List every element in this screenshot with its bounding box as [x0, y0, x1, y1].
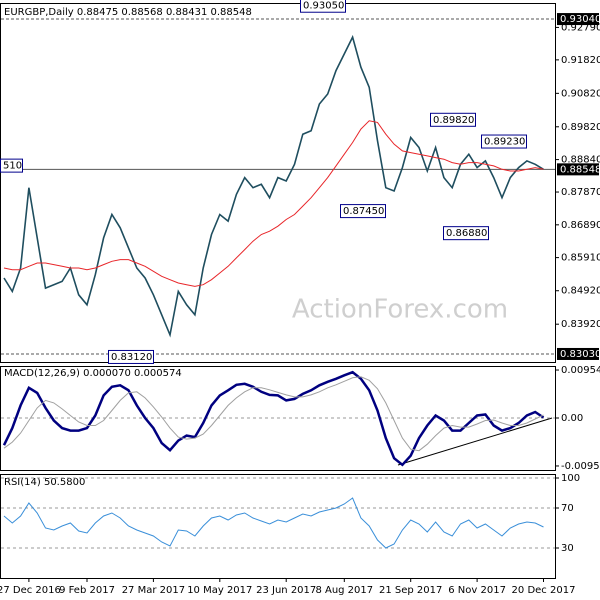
- y-tick-label: 0.89820: [561, 122, 600, 133]
- x-tick-label: 10 May 2017: [187, 585, 252, 596]
- header: EURGBP,Daily 0.88475 0.88568 0.88431 0.8…: [4, 7, 252, 18]
- y-tick-label: 70: [561, 503, 574, 514]
- annotation-label: 0.93050: [303, 1, 344, 12]
- y-tick-label: 0.00954: [561, 365, 600, 376]
- level-label: 0.93040: [560, 14, 600, 25]
- annotation-box: [481, 134, 527, 149]
- rsi-title: RSI(14) 50.5800: [4, 477, 85, 488]
- annotation-label: 0.83120: [111, 352, 152, 363]
- annotation-label: 0.89820: [433, 115, 474, 126]
- x-tick-label: 20 Dec 2017: [512, 585, 576, 596]
- series-line: [3, 497, 544, 549]
- annotation-box: [108, 349, 154, 364]
- macd-title: MACD(12,26,9) 0.000070 0.000574: [4, 368, 182, 379]
- level-label: 0.83030: [560, 349, 600, 360]
- y-tick-label: 0.83920: [561, 319, 600, 330]
- x-tick-label: 6 Nov 2017: [448, 585, 506, 596]
- level-box: [557, 347, 599, 360]
- trend-line: [397, 417, 553, 466]
- y-tick-label: 0.90820: [561, 88, 600, 99]
- x-tick-label: 27 Dec 2016: [0, 585, 61, 596]
- series-line: [3, 34, 544, 338]
- annotation-box: [430, 112, 476, 127]
- level-box: [557, 163, 599, 176]
- y-tick-label: 100: [561, 473, 580, 484]
- x-tick-label: 21 Sep 2017: [379, 585, 442, 596]
- y-tick-label: 0.92790: [561, 22, 600, 33]
- annotation-box: [340, 204, 386, 219]
- watermark: ActionForex.com: [292, 295, 508, 325]
- y-tick-label: 0.88840: [561, 155, 600, 166]
- y-tick-label: 0.86890: [561, 220, 600, 231]
- y-tick-label: 0.00: [561, 413, 583, 424]
- y-tick-label: 0.85910: [561, 253, 600, 264]
- y-tick-label: 0.87870: [561, 187, 600, 198]
- y-tick-label: 30: [561, 543, 574, 554]
- x-tick-label: 27 Mar 2017: [122, 585, 185, 596]
- x-tick-label: 23 Jun 2017: [256, 585, 316, 596]
- y-tick-label: 0.84920: [561, 286, 600, 297]
- y-tick-label: 0.91820: [561, 55, 600, 66]
- series-line: [2, 370, 545, 467]
- x-tick-label: 8 Aug 2017: [315, 585, 373, 596]
- annotation-box: [0, 158, 23, 173]
- annotation-label: 0.87450: [343, 206, 384, 217]
- series-line: [3, 120, 544, 287]
- annotation-label: 510: [3, 161, 22, 172]
- main-frame: [0, 3, 556, 363]
- level-box: [557, 13, 599, 26]
- x-tick-label: 9 Feb 2017: [59, 585, 115, 596]
- series-line: [3, 376, 544, 452]
- annotation-box: [300, 0, 346, 13]
- annotation-label: 0.89230: [484, 137, 525, 148]
- level-label: 0.88548: [560, 164, 600, 175]
- y-tick-label: -0.009538: [561, 461, 600, 472]
- rsi-frame: [0, 474, 556, 579]
- annotation-box: [443, 226, 489, 241]
- annotation-label: 0.86880: [446, 228, 487, 239]
